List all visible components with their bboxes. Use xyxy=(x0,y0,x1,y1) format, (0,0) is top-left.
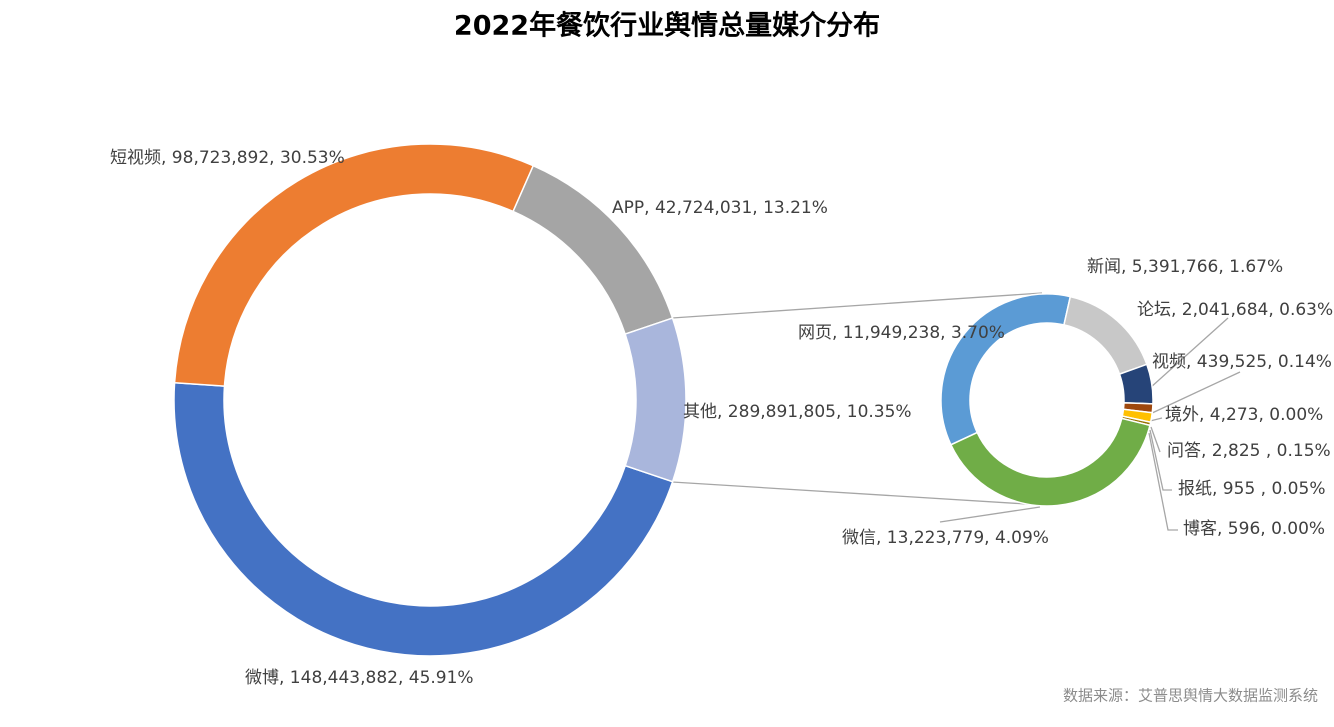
data-label: 其他, 289,891,805, 10.35% xyxy=(683,402,912,422)
donut-slice xyxy=(940,293,1072,446)
data-label: 微博, 148,443,882, 45.91% xyxy=(245,668,474,688)
leader-line xyxy=(939,506,1041,523)
data-label: APP, 42,724,031, 13.21% xyxy=(612,198,828,218)
leader-line xyxy=(1149,371,1241,415)
source-note: 数据来源：艾普思舆情大数据监测系统 xyxy=(1063,687,1318,705)
leader-line xyxy=(1149,429,1172,491)
connector xyxy=(671,292,1043,319)
donut-slice xyxy=(949,417,1151,507)
data-label: 短视频, 98,723,892, 30.53% xyxy=(110,148,345,168)
data-label: 报纸, 955 , 0.05% xyxy=(1178,479,1325,499)
donut-slice xyxy=(173,143,535,387)
chart-title: 2022年餐饮行业舆情总量媒介分布 xyxy=(454,10,880,42)
data-label: 新闻, 5,391,766, 1.67% xyxy=(1087,257,1283,277)
connector xyxy=(671,481,1043,506)
data-label: 境外, 4,273, 0.00% xyxy=(1165,405,1323,425)
data-label: 视频, 439,525, 0.14% xyxy=(1152,352,1332,372)
donut-slice xyxy=(173,381,674,657)
leader-line xyxy=(1149,417,1163,422)
data-label: 问答, 2,825 , 0.15% xyxy=(1167,441,1331,461)
data-label: 论坛, 2,041,684, 0.63% xyxy=(1137,300,1333,320)
donut-slice xyxy=(624,317,687,483)
data-label: 微信, 13,223,779, 4.09% xyxy=(842,528,1049,548)
donut-slice xyxy=(512,164,674,336)
leader-line xyxy=(1150,426,1161,453)
leader-line xyxy=(1148,432,1178,531)
leader-line xyxy=(1149,317,1229,389)
data-label: 网页, 11,949,238, 3.70% xyxy=(798,323,1005,343)
donut-slice xyxy=(1063,295,1148,376)
data-label: 博客, 596, 0.00% xyxy=(1183,519,1325,539)
